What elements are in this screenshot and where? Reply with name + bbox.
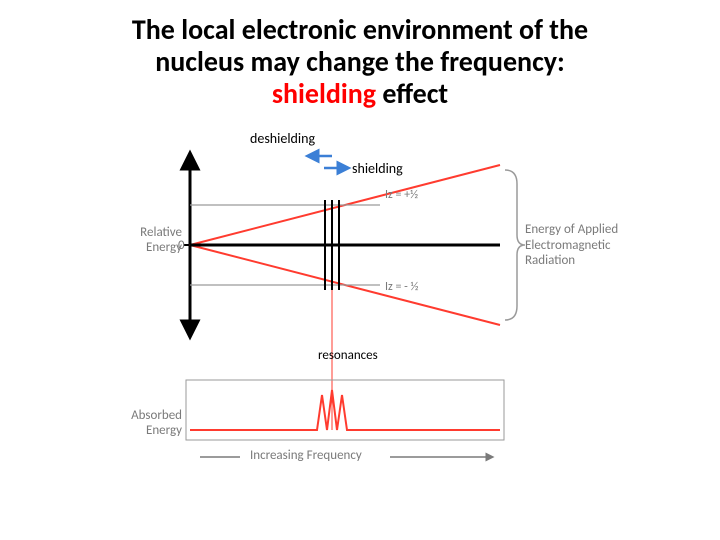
- label-iz-plus: Iz = +½: [385, 188, 418, 202]
- label-iz-minus: Iz = - ½: [385, 280, 419, 294]
- label-resonances: resonances: [318, 348, 378, 363]
- label-increasing-freq: Increasing Frequency: [250, 448, 362, 463]
- title-line2: nucleus may change the frequency:: [155, 44, 565, 79]
- label-absorbed-energy: Absorbed Energy: [86, 408, 182, 438]
- label-applied-radiation: Energy of Applied Electromagnetic Radiat…: [525, 222, 618, 269]
- label-shielding: shielding: [352, 160, 403, 177]
- label-relative-energy: Relative Energy: [92, 225, 182, 255]
- label-zero: 0: [178, 238, 185, 253]
- title-red-word: shielding: [272, 76, 376, 111]
- slide-title: The local electronic environment of the …: [0, 0, 720, 111]
- diagram: deshielding shielding resonances Relativ…: [100, 130, 620, 510]
- title-after: effect: [376, 76, 448, 111]
- label-deshielding: deshielding: [250, 130, 315, 147]
- title-line1: The local electronic environment of the: [132, 12, 588, 47]
